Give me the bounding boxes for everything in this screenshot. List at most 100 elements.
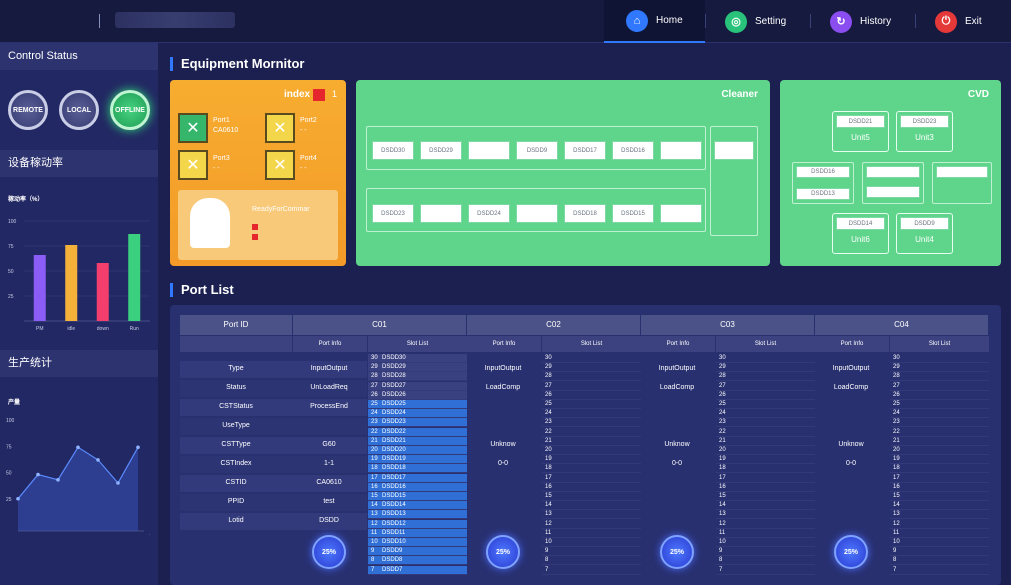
slot-row[interactable]: 9 DSDD9 bbox=[368, 547, 467, 557]
slot-row[interactable]: 23 bbox=[716, 418, 815, 428]
slot-row[interactable]: 30 DSDD30 bbox=[368, 354, 467, 363]
slot-row[interactable]: 26 bbox=[716, 391, 815, 400]
slot-row[interactable]: 21 bbox=[542, 437, 641, 446]
slot-row[interactable]: 7 bbox=[716, 566, 815, 575]
slot-row[interactable]: 19 bbox=[716, 455, 815, 465]
slot-row[interactable]: 24 bbox=[890, 409, 989, 419]
slot-row[interactable]: 10 bbox=[542, 538, 641, 547]
slot-row[interactable]: 21 bbox=[716, 437, 815, 446]
cvd-unit5[interactable]: DSDD21 Unit5 bbox=[832, 111, 889, 152]
slot-row[interactable]: 20 bbox=[542, 446, 641, 455]
slot-row[interactable]: 14 bbox=[890, 501, 989, 511]
cvd-unit6[interactable]: DSDD14 Unit6 bbox=[832, 213, 889, 254]
slot-row[interactable]: 16 bbox=[542, 483, 641, 492]
slot-row[interactable]: 19 bbox=[890, 455, 989, 465]
slot-row[interactable]: 29 bbox=[542, 363, 641, 373]
port2-icon[interactable]: ✕ bbox=[265, 113, 295, 143]
slot-row[interactable]: 19 DSDD19 bbox=[368, 455, 467, 465]
local-button[interactable]: LOCAL bbox=[59, 90, 99, 130]
slot-row[interactable]: 30 bbox=[542, 354, 641, 363]
slot-row[interactable]: 21 bbox=[890, 437, 989, 446]
nav-home[interactable]: ⌂ Home bbox=[604, 0, 705, 43]
slot-row[interactable]: 25 bbox=[542, 400, 641, 409]
slot-row[interactable]: 18 DSDD18 bbox=[368, 464, 467, 474]
slot-row[interactable]: 11 DSDD11 bbox=[368, 528, 467, 538]
slot-row[interactable]: 18 bbox=[890, 464, 989, 474]
slot-row[interactable]: 7 bbox=[890, 566, 989, 575]
slot-row[interactable]: 12 bbox=[542, 520, 641, 529]
slot-row[interactable]: 24 bbox=[716, 409, 815, 419]
remote-button[interactable]: REMOTE bbox=[8, 90, 48, 130]
slot-row[interactable]: 22 bbox=[542, 428, 641, 437]
slot-row[interactable]: 28 bbox=[716, 372, 815, 382]
slot-row[interactable]: 9 bbox=[542, 547, 641, 557]
slot-row[interactable]: 27 bbox=[542, 382, 641, 391]
slot-row[interactable]: 22 DSDD22 bbox=[368, 427, 467, 437]
slot-row[interactable]: 26 DSDD26 bbox=[368, 390, 467, 400]
slot-row[interactable]: 28 DSDD28 bbox=[368, 372, 467, 382]
slot-row[interactable]: 9 bbox=[716, 547, 815, 557]
slot-row[interactable]: 15 bbox=[716, 492, 815, 501]
slot-row[interactable]: 27 bbox=[890, 382, 989, 391]
cvd-unit4[interactable]: DSDD9 Unit4 bbox=[896, 213, 953, 254]
slot-row[interactable]: 14 bbox=[542, 501, 641, 511]
slot-row[interactable]: 25 bbox=[716, 400, 815, 409]
nav-setting[interactable]: ◎ Setting bbox=[725, 0, 786, 43]
slot-row[interactable]: 16 bbox=[716, 483, 815, 492]
slot-row[interactable]: 15 bbox=[890, 492, 989, 501]
slot-row[interactable]: 21 DSDD21 bbox=[368, 436, 467, 446]
slot-row[interactable]: 28 bbox=[542, 372, 641, 382]
slot-row[interactable]: 29 DSDD29 bbox=[368, 363, 467, 373]
slot-row[interactable]: 27 bbox=[716, 382, 815, 391]
slot-row[interactable]: 15 DSDD15 bbox=[368, 492, 467, 501]
slot-row[interactable]: 30 bbox=[890, 354, 989, 363]
slot-row[interactable]: 22 bbox=[716, 428, 815, 437]
slot-row[interactable]: 30 bbox=[716, 354, 815, 363]
slot-row[interactable]: 12 bbox=[716, 520, 815, 529]
slot-row[interactable]: 29 bbox=[890, 363, 989, 373]
slot-row[interactable]: 13 bbox=[542, 510, 641, 520]
slot-row[interactable]: 11 bbox=[716, 529, 815, 538]
slot-row[interactable]: 8 bbox=[716, 556, 815, 566]
slot-row[interactable]: 15 bbox=[542, 492, 641, 501]
slot-row[interactable]: 8 DSDD8 bbox=[368, 556, 467, 566]
slot-row[interactable]: 29 bbox=[716, 363, 815, 373]
slot-row[interactable]: 24 bbox=[542, 409, 641, 419]
slot-row[interactable]: 18 bbox=[542, 464, 641, 474]
slot-row[interactable]: 12 bbox=[890, 520, 989, 529]
cvd-unit3[interactable]: DSDD23 Unit3 bbox=[896, 111, 953, 152]
slot-row[interactable]: 14 bbox=[716, 501, 815, 511]
offline-button[interactable]: OFFLINE bbox=[110, 90, 150, 130]
slot-row[interactable]: 20 bbox=[890, 446, 989, 455]
slot-row[interactable]: 23 bbox=[890, 418, 989, 428]
slot-row[interactable]: 16 bbox=[890, 483, 989, 492]
slot-row[interactable]: 7 DSDD7 bbox=[368, 565, 467, 575]
slot-row[interactable]: 17 DSDD17 bbox=[368, 473, 467, 483]
slot-row[interactable]: 14 DSDD14 bbox=[368, 501, 467, 511]
slot-row[interactable]: 26 bbox=[890, 391, 989, 400]
slot-row[interactable]: 22 bbox=[890, 428, 989, 437]
slot-row[interactable]: 13 bbox=[716, 510, 815, 520]
slot-row[interactable]: 25 DSDD25 bbox=[368, 400, 467, 409]
slot-row[interactable]: 7 bbox=[542, 566, 641, 575]
slot-row[interactable]: 19 bbox=[542, 455, 641, 465]
nav-exit[interactable]: ⏻ Exit bbox=[935, 0, 982, 43]
slot-row[interactable]: 11 bbox=[542, 529, 641, 538]
slot-row[interactable]: 20 bbox=[716, 446, 815, 455]
slot-row[interactable]: 28 bbox=[890, 372, 989, 382]
slot-row[interactable]: 26 bbox=[542, 391, 641, 400]
slot-row[interactable]: 20 DSDD20 bbox=[368, 446, 467, 455]
slot-row[interactable]: 10 DSDD10 bbox=[368, 538, 467, 547]
slot-row[interactable]: 9 bbox=[890, 547, 989, 557]
slot-row[interactable]: 16 DSDD16 bbox=[368, 482, 467, 492]
slot-row[interactable]: 10 bbox=[890, 538, 989, 547]
slot-row[interactable]: 23 bbox=[542, 418, 641, 428]
slot-row[interactable]: 27 DSDD27 bbox=[368, 381, 467, 391]
slot-row[interactable]: 8 bbox=[542, 556, 641, 566]
slot-row[interactable]: 13 bbox=[890, 510, 989, 520]
slot-row[interactable]: 10 bbox=[716, 538, 815, 547]
slot-row[interactable]: 23 DSDD23 bbox=[368, 418, 467, 428]
nav-history[interactable]: ↻ History bbox=[830, 0, 891, 43]
slot-row[interactable]: 11 bbox=[890, 529, 989, 538]
port3-icon[interactable]: ✕ bbox=[178, 150, 208, 180]
